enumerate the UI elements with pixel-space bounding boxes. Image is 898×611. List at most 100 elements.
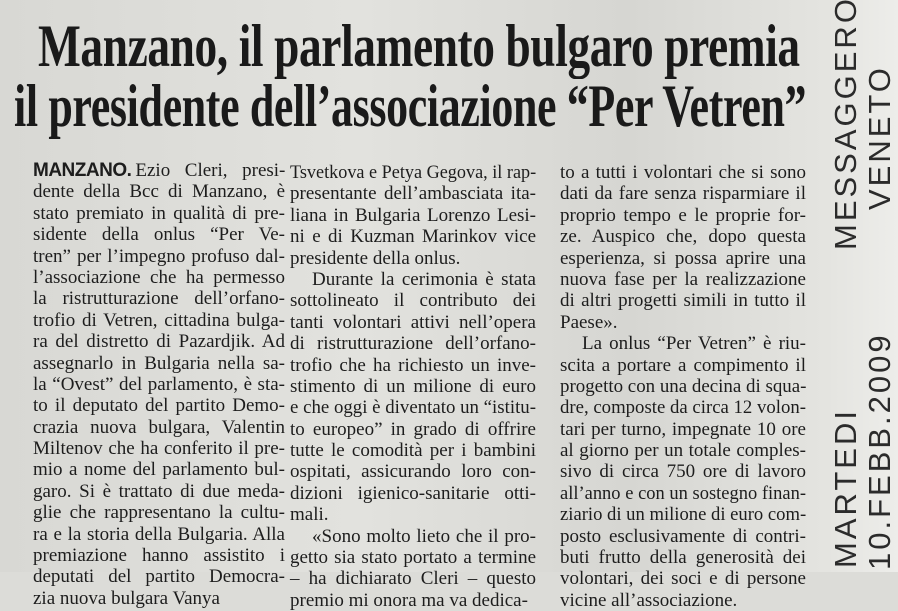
article-line-text: tren” per l’impegno profuso dal- [33,245,285,267]
article-line-text: presentante dell’ambasciata ita- [290,183,536,205]
article-line-text: ra del distretto di Pazardjik. Ad [33,331,285,353]
article-line-text: dati da fare senza risparmiare il [560,183,806,205]
article-line-text: di altri progetti simili in tutto il [560,290,806,312]
article-line: glie che rappresentano la cultu- [33,502,285,523]
article-line-text: vicine all’associazione. [560,589,738,611]
article-line: Tsvetkova e Petya Gegova, il rap- [290,162,536,183]
article-line-text: garo. Si è trattato di due meda- [33,480,285,502]
article-line-text: mio a nome del parlamento bul- [33,459,285,481]
article-line: assegnarlo in Bulgaria nella sa- [33,353,285,374]
article-line-text: getto sia stato portato a termine [290,547,536,569]
article-line-text: assegnarlo in Bulgaria nella sa- [33,352,285,374]
article-line: dizioni igienico-sanitarie otti- [290,483,536,504]
article-line: la “Ovest” del parlamento, è sta- [33,374,285,395]
dateline: MANZANO. [33,160,132,181]
article-line-text: e che oggi è diventato un “istitu- [290,397,536,419]
article-line-text: to a tutti i volontari che si sono [560,162,806,183]
article-line-text: al giorno per un totale comples- [560,440,806,462]
article-line: l’associazione che ha permesso [33,267,285,288]
article-line: MANZANO. Ezio Cleri, presi- [33,160,285,181]
article-line-text: dente della Bcc di Manzano, è [33,181,285,203]
article-line: to europeo” in grado di offrire [290,419,536,440]
article-line: Durante la cerimonia è stata [290,269,536,290]
article-line-text: mali. [290,504,329,526]
article-line-text: Durante la cerimonia è stata [312,268,536,290]
article-line: di altri progetti simili in tutto il [560,290,806,311]
article-line: stimento di un milione di euro [290,376,536,397]
article-line: liana in Bulgaria Lorenzo Lesi- [290,205,536,226]
handwritten-date-weekday: MARTEDI [828,408,863,568]
handwritten-date: 10.FEBB.2009 [862,332,897,570]
article-line-text: dizioni igienico-sanitarie otti- [290,482,536,504]
article-line-text: l’associazione che ha permesso [33,266,285,288]
article-line: tanti volontari attivi nell’opera [290,312,536,333]
article-line: deputati del partito Democra- [33,566,285,587]
article-line: di ristrutturazione dell’orfano- [290,333,536,354]
article-line-text: crazia nuova bulgara, Valentin [33,416,285,438]
article-line: ospitati, assicurando loro con- [290,461,536,482]
article-line-text: proprio tempo e le proprie for- [560,204,806,226]
article-line: sottolineato il contributo dei [290,290,536,311]
article-line: vicine all’associazione. [560,590,806,611]
article-line-text: nuova fase per la realizzazione [560,268,806,290]
article-line-text: Miltenov che ha conferito il pre- [33,438,285,460]
article-line-text: deputati del partito Democra- [33,566,285,588]
newspaper-clipping [0,0,898,572]
article-line: Paese». [560,312,806,333]
article-line-text: buti frutto della generosità dei [560,547,806,569]
article-line: all’anno e con un sostegno finan- [560,483,806,504]
article-line: esperienza, si possa aprire una [560,248,806,269]
article-line: ra e la storia della Bulgaria. Alla [33,524,285,545]
article-line-text: ziario di un milione di euro com- [560,504,807,526]
headline-line-2: il presidente dell’associazione “Per Vet… [14,73,807,139]
article-line: ze. Auspico che, dopo questa [560,226,806,247]
article-line: tutte le comodità per i bambini [290,440,536,461]
article-line: premio mi onora ma va dedica- [290,590,536,611]
article-line: crazia nuova bulgara, Valentin [33,417,285,438]
article-line: trofio di Vetren, cittadina bulga- [33,310,285,331]
article-line: buti frutto della generosità dei [560,547,806,568]
article-line-text: sivo di circa 750 ore di lavoro [560,461,806,483]
article-line-text: ni e di Kuzman Marinkov vice [290,226,536,248]
handwritten-newspaper-region: VENETO [862,65,897,210]
article-column-1: MANZANO. Ezio Cleri, presi-dente della Bc… [33,160,285,609]
article-line: zia nuova bulgara Vanya [33,588,285,609]
article-line: presentante dell’ambasciata ita- [290,183,536,204]
article-line-text: liana in Bulgaria Lorenzo Lesi- [290,204,536,226]
article-line: dre, composte da circa 12 volon- [560,397,806,418]
article-line-text: ospitati, assicurando loro con- [290,461,536,483]
article-column-3: to a tutti i volontari che si sono dati d… [560,162,806,611]
article-line-text: zia nuova bulgara Vanya [33,587,220,609]
article-line: dente della Bcc di Manzano, è [33,181,285,202]
article-line: to il deputato del partito Demo- [33,395,285,416]
article-line-text: scita a portare a compimento il [560,354,806,376]
article-line-text: ra e la storia della Bulgaria. Alla [33,523,285,545]
handwritten-newspaper-name: MESSAGGERO [828,0,863,250]
article-line-text: sottolineato il contributo dei [290,290,536,312]
article-line-text: sidente della onlus “Per Ve- [33,224,285,246]
article-line-text: stato premiato in qualità di pre- [33,202,285,224]
article-line: sidente della onlus “Per Ve- [33,224,285,245]
article-line: nuova fase per la realizzazione [560,269,806,290]
article-line: ziario di un milione di euro com- [560,504,806,525]
article-line: al giorno per un totale comples- [560,440,806,461]
article-line: La onlus “Per Vetren” è riu- [560,333,806,354]
article-line: to a tutti i volontari che si sono [560,162,806,183]
article-line: sivo di circa 750 ore di lavoro [560,461,806,482]
article-line-text: premio mi onora ma va dedica- [290,589,528,611]
article-line-text: trofio che ha richiesto un inve- [290,354,536,376]
article-line-text: dre, composte da circa 12 volon- [560,397,807,419]
article-line-text: trofio di Vetren, cittadina bulga- [33,309,285,331]
article-line: mali. [290,504,536,525]
article-line-text: tari per turno, impegnate 10 ore [560,418,806,440]
article-line-text: la “Ovest” del parlamento, è sta- [33,373,285,395]
article-line: posto esclusivamente di contri- [560,526,806,547]
article-line: tari per turno, impegnate 10 ore [560,419,806,440]
article-line-text: di ristrutturazione dell’orfano- [290,333,536,355]
article-line: getto sia stato portato a termine [290,547,536,568]
article-line: mio a nome del parlamento bul- [33,459,285,480]
article-line-text: esperienza, si possa aprire una [560,247,806,269]
article-line-text: to il deputato del partito Demo- [33,395,285,417]
article-line: «Sono molto lieto che il pro- [290,526,536,547]
article-line: presidente della onlus. [290,248,536,269]
